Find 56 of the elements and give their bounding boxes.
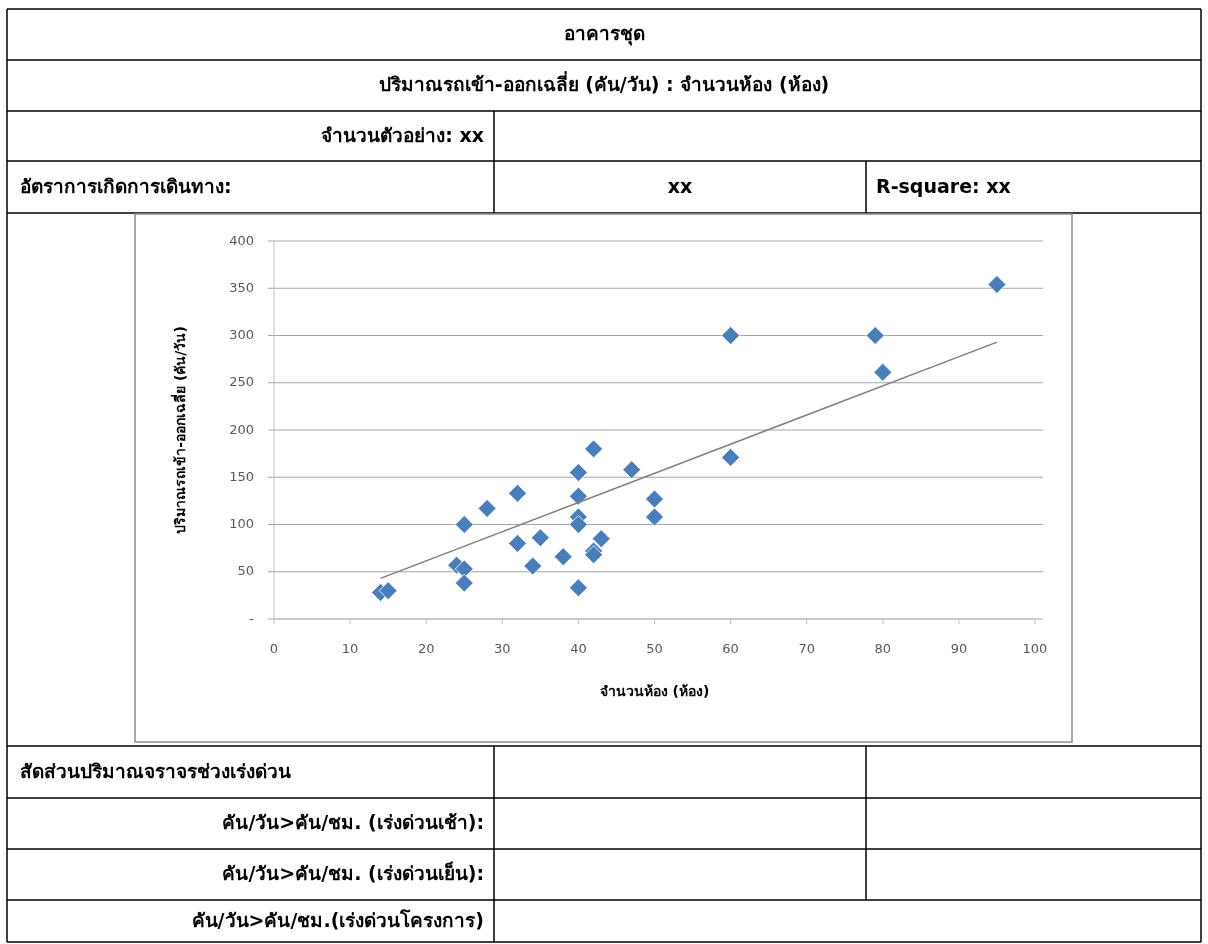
y-tick-label: 200 xyxy=(229,421,254,437)
x-tick-label: 10 xyxy=(341,640,359,656)
x-tick-label: 100 xyxy=(1022,640,1048,656)
x-tick-label: 70 xyxy=(798,640,815,656)
point xyxy=(454,559,474,579)
y-tick-label: 300 xyxy=(229,327,254,342)
point xyxy=(645,507,664,527)
point xyxy=(591,529,611,549)
point xyxy=(721,326,740,345)
point xyxy=(454,573,474,593)
annotation: คัน/วัน>คัน/ชม. (เร่งด่วนเย็น): xyxy=(222,862,484,884)
annotation: จำนวนตัวอย่าง: xx xyxy=(321,123,484,146)
x-tick-label: 90 xyxy=(950,640,968,656)
y-tick-label: 250 xyxy=(229,374,254,390)
point xyxy=(569,463,588,482)
x-tick-label: 40 xyxy=(570,640,587,656)
point xyxy=(508,534,527,553)
x-tick-label: 20 xyxy=(417,640,435,656)
annotation: สัดส่วนปริมาณจราจรช่วงเร่งด่วน xyxy=(20,759,291,782)
annotation: xx xyxy=(667,174,693,197)
point xyxy=(645,489,664,509)
point xyxy=(378,581,398,601)
annotation: อัตราการเกิดการเดินทาง: xyxy=(20,174,232,197)
point xyxy=(508,483,527,503)
point xyxy=(569,578,588,598)
annotation: คัน/วัน>คัน/ชม.(เร่งด่วนโครงการ) xyxy=(191,908,484,931)
point xyxy=(584,439,604,459)
point xyxy=(454,515,474,534)
point xyxy=(569,486,588,506)
xlabel: จำนวนห้อง (ห้อง) xyxy=(599,683,710,699)
x-tick-label: 30 xyxy=(494,640,511,656)
y-tick-label: - xyxy=(249,610,255,626)
point xyxy=(622,460,642,480)
y-tick-label: 400 xyxy=(229,232,254,248)
point xyxy=(523,556,543,576)
point xyxy=(721,448,740,467)
subtitle: ปริมาณรถเข้า-ออกเฉลี่ย (คัน/วัน) : จำนวนห้อง (ห้อง) xyxy=(378,73,830,95)
point xyxy=(569,515,588,534)
y-tick-label: 150 xyxy=(229,468,254,484)
point xyxy=(530,528,550,548)
x-tick-label: 80 xyxy=(874,640,892,656)
point xyxy=(987,275,1007,294)
y-tick-label: 50 xyxy=(237,563,254,579)
point xyxy=(477,499,497,518)
x-tick-label: 0 xyxy=(269,640,279,656)
y-tick-label: 350 xyxy=(229,279,254,295)
x-tick-label: 60 xyxy=(722,640,739,656)
point xyxy=(873,362,893,382)
x-tick-label: 50 xyxy=(646,640,663,656)
point xyxy=(553,547,573,567)
annotation: คัน/วัน>คัน/ชม. (เร่งด่วนเช้า): xyxy=(222,811,484,833)
title: อาคารชุด xyxy=(563,22,645,44)
annotation: R-square: xx xyxy=(876,174,1011,197)
y-tick-label: 100 xyxy=(229,516,254,531)
ylabel: ปริมาณรถเข้า-ออกเฉลี่ย (คัน/วัน) xyxy=(172,326,188,534)
point xyxy=(865,326,885,345)
